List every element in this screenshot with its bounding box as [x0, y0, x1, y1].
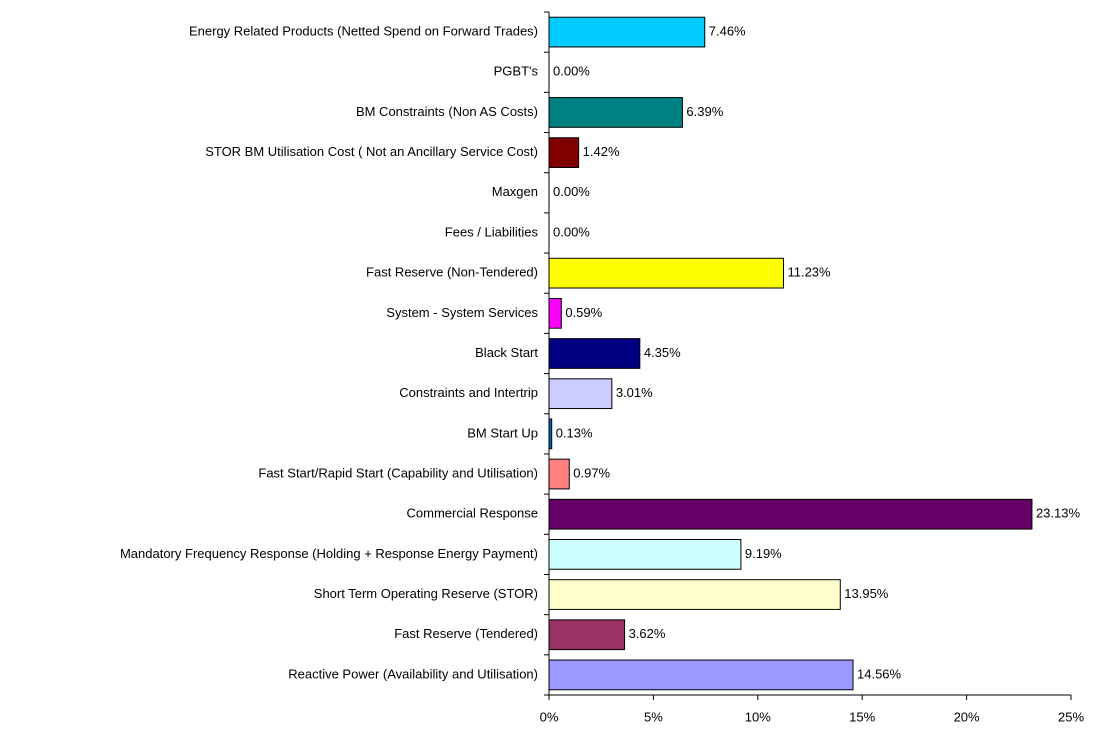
bar — [548, 378, 613, 410]
x-tick-label: 25% — [1058, 709, 1084, 724]
y-tick-label: Commercial Response — [407, 506, 539, 521]
y-tick-label: PGBT's — [494, 64, 539, 79]
data-label: 0.00% — [553, 224, 590, 239]
bar — [548, 418, 553, 450]
bar — [548, 619, 626, 651]
bar — [548, 16, 706, 48]
y-tick-label: System - System Services — [386, 305, 538, 320]
y-tick-label: Fast Reserve (Tendered) — [394, 626, 538, 641]
y-tick-label: Fast Start/Rapid Start (Capability and U… — [258, 465, 538, 480]
y-tick-label: BM Start Up — [467, 425, 538, 440]
data-label: 13.95% — [844, 586, 889, 601]
x-tick-label: 10% — [745, 709, 771, 724]
y-tick-label: Short Term Operating Reserve (STOR) — [314, 586, 538, 601]
data-label: 14.56% — [857, 666, 902, 681]
data-label: 11.23% — [787, 265, 831, 280]
data-label: 0.97% — [573, 465, 610, 480]
y-tick-label: Fast Reserve (Non-Tendered) — [366, 265, 538, 280]
y-tick-label: STOR BM Utilisation Cost ( Not an Ancill… — [205, 144, 538, 159]
bar — [548, 498, 1033, 530]
x-tick-label: 20% — [954, 709, 980, 724]
data-label: 9.19% — [745, 546, 782, 561]
data-label: 0.59% — [565, 305, 602, 320]
y-tick-label: Black Start — [475, 345, 538, 360]
bar — [548, 297, 562, 329]
bar — [548, 539, 742, 570]
data-label: 0.00% — [553, 184, 590, 199]
bar — [548, 458, 570, 490]
y-tick-label: Constraints and Intertrip — [399, 385, 538, 400]
data-label: 1.42% — [583, 144, 620, 159]
x-tick-label: 15% — [849, 709, 875, 724]
bar — [548, 579, 841, 610]
bar — [548, 338, 641, 369]
data-label: 4.35% — [644, 345, 681, 360]
y-tick-label: Mandatory Frequency Response (Holding + … — [120, 546, 538, 561]
y-tick-label: Fees / Liabilities — [445, 224, 539, 239]
bar — [548, 137, 580, 168]
y-tick-label: BM Constraints (Non AS Costs) — [356, 104, 538, 119]
bar — [548, 97, 683, 128]
x-tick-label: 0% — [540, 709, 559, 724]
data-label: 3.62% — [629, 626, 666, 641]
data-label: 0.13% — [556, 425, 593, 440]
bar — [548, 659, 854, 691]
x-tick-label: 5% — [644, 709, 663, 724]
y-tick-label: Reactive Power (Availability and Utilisa… — [288, 666, 538, 681]
y-tick-label: Energy Related Products (Netted Spend on… — [189, 24, 538, 39]
data-label: 7.46% — [709, 24, 746, 39]
data-label: 23.13% — [1036, 506, 1081, 521]
data-label: 6.39% — [686, 104, 723, 119]
bar — [548, 257, 784, 289]
y-tick-label: Maxgen — [492, 184, 538, 199]
data-label: 0.00% — [553, 64, 590, 79]
data-label: 3.01% — [616, 385, 653, 400]
